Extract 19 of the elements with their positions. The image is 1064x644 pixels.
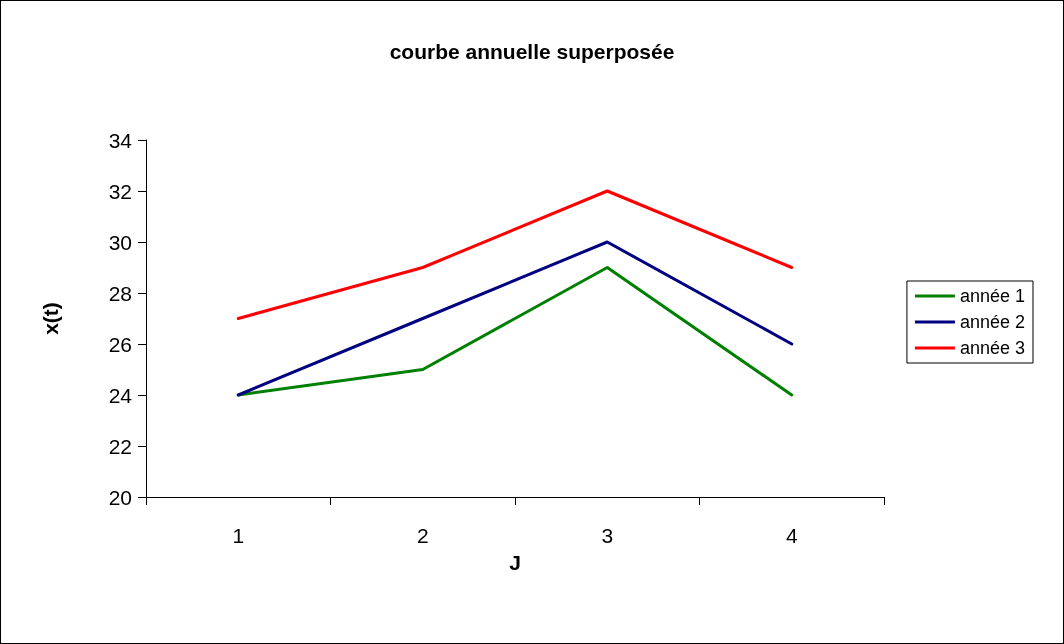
x-tick-label: 3 <box>601 524 614 547</box>
legend-label: année 3 <box>959 338 1026 358</box>
y-tick-label: 26 <box>108 332 132 356</box>
y-tick-label: 24 <box>108 383 133 407</box>
y-tick-label: 34 <box>108 128 133 152</box>
x-tick-label: 4 <box>785 524 798 547</box>
y-tick-label: 28 <box>108 281 132 305</box>
chart-title: courbe annuelle superposée <box>389 40 675 63</box>
y-axis-title: x(t) <box>39 302 62 335</box>
y-tick-label: 32 <box>108 179 132 203</box>
line-series <box>236 240 794 397</box>
y-tick-label: 22 <box>108 434 132 458</box>
x-tick-label: 2 <box>416 524 429 547</box>
legend-label: année 1 <box>959 286 1026 306</box>
y-tick-label: 20 <box>108 485 132 509</box>
x-tick-label: 1 <box>232 524 245 547</box>
x-axis-title: J <box>509 551 521 574</box>
legend-label: année 2 <box>959 312 1026 332</box>
y-tick-label: 30 <box>108 230 132 254</box>
